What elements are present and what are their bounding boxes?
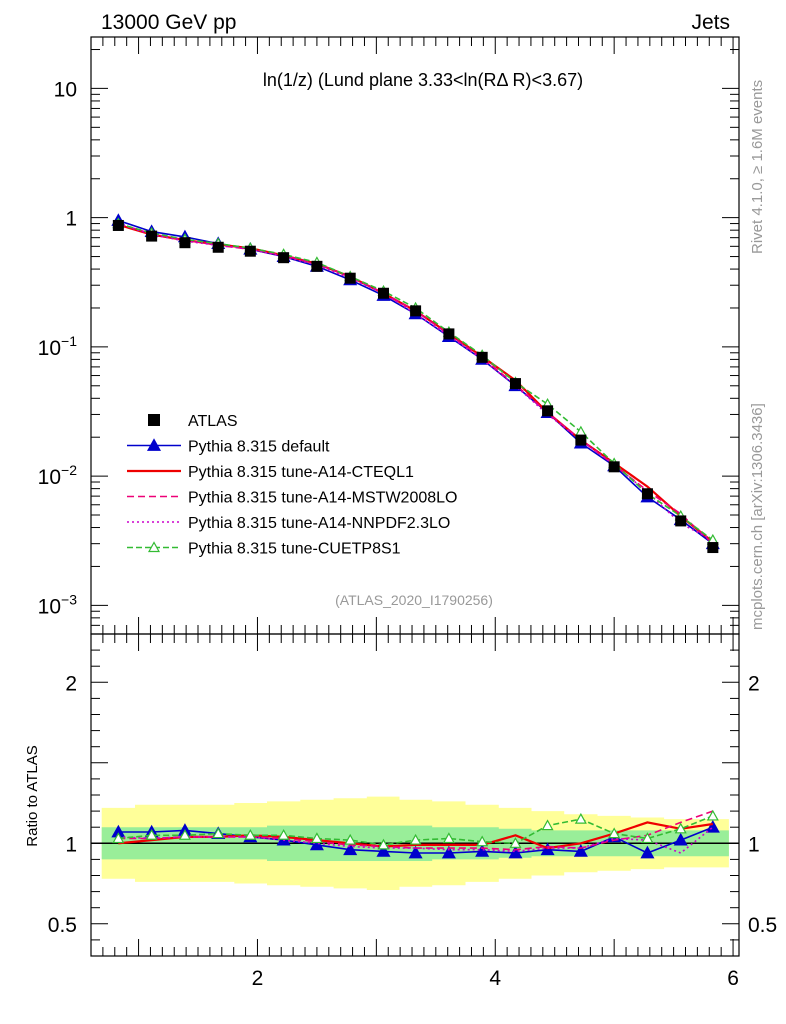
ratio-point	[377, 838, 390, 850]
ratio-tick-label: 0.5	[48, 914, 77, 937]
ratio-point	[442, 832, 455, 844]
data-point	[278, 252, 290, 264]
ratio-point	[705, 819, 720, 833]
data-point	[443, 328, 455, 340]
ratio-point	[509, 837, 522, 848]
analysis-reference: (ATLAS_2020_I1790256)	[335, 592, 493, 608]
data-point	[179, 237, 191, 249]
data-point	[244, 245, 256, 257]
data-point	[377, 287, 389, 299]
ratio-point	[244, 829, 257, 840]
legend: ATLAS Pythia 8.315 default Pythia 8.315 tu…	[127, 413, 457, 558]
data-point	[675, 515, 687, 527]
ratio-tick-label: 2	[65, 672, 77, 695]
ratio-point	[673, 832, 688, 846]
legend-label: Pythia 8.315 tune-A14-CTEQL1	[188, 464, 414, 481]
ratio-point	[508, 845, 523, 859]
ratio-point	[541, 819, 554, 831]
data-point	[344, 272, 356, 284]
data-point	[542, 405, 554, 417]
y-tick-label: 1	[65, 208, 77, 231]
legend-label: ATLAS	[188, 413, 238, 430]
y-tick-label: 10	[54, 78, 77, 101]
ratio-point	[309, 837, 324, 851]
ratio-point	[178, 829, 191, 840]
ratio-point	[344, 833, 357, 845]
data-point	[212, 241, 224, 253]
ratio-frame	[90, 633, 740, 957]
ratio-point	[343, 842, 358, 856]
ratio-point	[640, 845, 655, 859]
data-point	[509, 378, 521, 390]
ratio-tick-label-right: 1	[748, 833, 760, 856]
ratio-point	[574, 812, 587, 824]
data-point	[476, 351, 488, 363]
ratio-point	[641, 832, 654, 844]
ratio-tick-label-right: 2	[748, 672, 760, 695]
data-point	[575, 434, 587, 446]
ratio-point	[476, 835, 489, 847]
data-point	[112, 219, 124, 231]
ratio-point	[674, 822, 687, 834]
ratio-tick-label-right: 0.5	[748, 914, 777, 937]
ratio-point	[573, 844, 588, 857]
legend-marker	[146, 438, 162, 451]
data-point	[707, 542, 719, 554]
ratio-point	[112, 832, 125, 844]
legend-marker	[147, 541, 161, 553]
data-point	[608, 461, 620, 473]
x-tick-label: 6	[727, 967, 739, 990]
main-panel: 10 1 10−1 10−2 10−3	[38, 36, 740, 635]
x-tick-label: 4	[489, 967, 501, 990]
ratio-point	[706, 809, 719, 821]
legend-label: Pythia 8.315 tune-A14-NNPDF2.3LO	[188, 515, 450, 532]
y-tick-label: 10−1	[38, 333, 78, 360]
ratio-tick-label: 1	[65, 833, 77, 856]
ratio-point	[310, 832, 323, 844]
ratio-point	[145, 829, 158, 840]
data-point	[146, 230, 158, 242]
ratio-point	[608, 827, 621, 839]
header-collision: 13000 GeV pp	[101, 11, 236, 34]
rivet-version-label: Rivet 4.1.0, ≥ 1.6M events	[749, 80, 766, 254]
ratio-y-axis-label: Ratio to ATLAS	[24, 745, 41, 846]
ratio-point	[408, 845, 423, 859]
ratio-point	[441, 845, 456, 859]
data-point	[311, 260, 323, 272]
x-tick-label: 2	[252, 967, 264, 990]
data-point	[641, 488, 653, 500]
y-tick-label: 10−2	[38, 462, 78, 489]
ratio-point	[409, 833, 422, 845]
data-point	[410, 305, 422, 317]
legend-label: Pythia 8.315 tune-CUETP8S1	[188, 541, 401, 558]
ratio-panel: 2 4 6 0.5 0.5 1 1 2 2	[48, 633, 777, 990]
ratio-point	[475, 844, 490, 857]
legend-marker	[148, 414, 160, 426]
header-process: Jets	[691, 11, 730, 34]
mcplots-reference-label: mcplots.cern.ch [arXiv:1306.3436]	[749, 403, 766, 630]
legend-label: Pythia 8.315 tune-A14-MSTW2008LO	[188, 490, 457, 507]
y-tick-label: 10−3	[38, 591, 78, 618]
main-plot-title: ln(1/z) (Lund plane 3.33<ln(RΔ R)<3.67)	[263, 70, 583, 90]
ratio-point	[212, 827, 225, 839]
ratio-point	[376, 844, 391, 857]
legend-label: Pythia 8.315 default	[188, 439, 330, 456]
ratio-point	[277, 829, 290, 840]
